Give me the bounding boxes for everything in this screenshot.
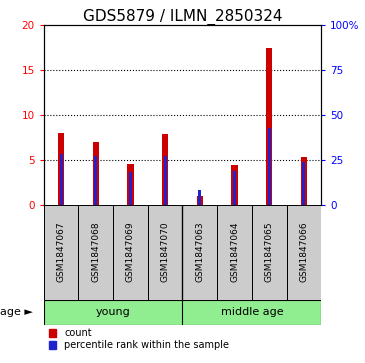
Bar <box>162 134 168 205</box>
Bar <box>129 172 132 205</box>
Text: GSM1847066: GSM1847066 <box>299 222 308 282</box>
Bar <box>233 171 236 205</box>
Text: middle age: middle age <box>220 307 283 317</box>
Text: GSM1847063: GSM1847063 <box>195 222 204 282</box>
Bar <box>197 196 203 205</box>
Bar <box>113 205 148 300</box>
Bar <box>164 156 166 205</box>
Bar <box>231 165 238 205</box>
Text: GSM1847069: GSM1847069 <box>126 222 135 282</box>
Bar <box>303 162 305 205</box>
Bar <box>217 205 252 300</box>
Bar <box>148 205 182 300</box>
Text: GSM1847064: GSM1847064 <box>230 222 239 282</box>
Text: young: young <box>96 307 131 317</box>
Bar <box>252 205 287 300</box>
Text: GSM1847067: GSM1847067 <box>57 222 66 282</box>
Bar <box>60 154 62 205</box>
Bar <box>93 142 99 205</box>
Bar <box>287 205 321 300</box>
Text: GSM1847068: GSM1847068 <box>91 222 100 282</box>
Title: GDS5879 / ILMN_2850324: GDS5879 / ILMN_2850324 <box>83 9 282 25</box>
Legend: count, percentile rank within the sample: count, percentile rank within the sample <box>49 328 229 350</box>
Bar <box>58 133 64 205</box>
Text: GSM1847070: GSM1847070 <box>161 222 170 282</box>
Bar <box>95 156 97 205</box>
Bar <box>182 300 321 325</box>
Bar <box>182 205 217 300</box>
Bar <box>266 48 272 205</box>
Bar <box>44 300 182 325</box>
Text: age ►: age ► <box>0 307 33 317</box>
Bar <box>78 205 113 300</box>
Bar <box>127 164 134 205</box>
Bar <box>199 190 201 205</box>
Text: GSM1847065: GSM1847065 <box>265 222 274 282</box>
Bar <box>44 205 78 300</box>
Bar <box>301 157 307 205</box>
Bar <box>268 127 270 205</box>
